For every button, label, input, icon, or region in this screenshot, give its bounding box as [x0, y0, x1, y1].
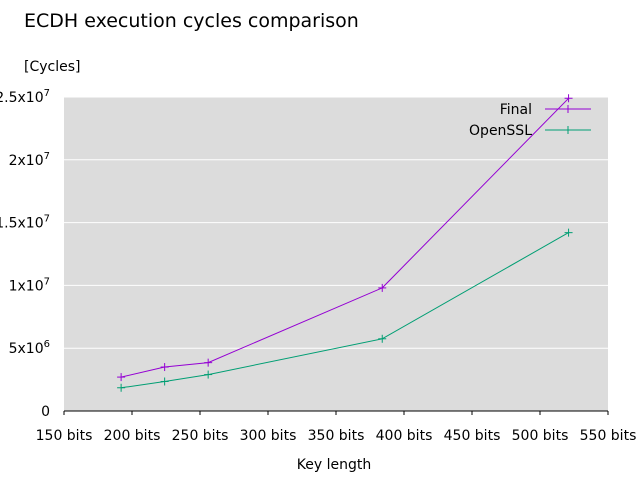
x-axis-label: Key length	[297, 457, 371, 473]
y-tick-label: 0	[41, 404, 50, 420]
x-tick-label: 500 bits	[512, 428, 569, 444]
x-tick-label: 200 bits	[104, 428, 161, 444]
grid-lines	[64, 96, 608, 349]
x-tick-label: 550 bits	[580, 428, 637, 444]
y-axis-label: [Cycles]	[24, 59, 80, 75]
y-tick-label: 1.5x107	[0, 214, 50, 232]
y-tick-label: 2x107	[9, 151, 50, 169]
y-tick-label: 5x106	[9, 339, 50, 357]
x-axis: 150 bits 200 bits 250 bits 300 bits 350 bits…	[36, 410, 637, 444]
x-tick-label: 350 bits	[308, 428, 365, 444]
legend: Final OpenSSL	[469, 102, 591, 139]
x-tick-label: 300 bits	[240, 428, 297, 444]
y-tick-label: 1x107	[9, 276, 50, 294]
legend-entry-openssl: OpenSSL	[469, 123, 591, 139]
y-tick-label: 2.5x107	[0, 88, 50, 106]
x-tick-label: 150 bits	[36, 428, 93, 444]
legend-label: Final	[500, 102, 532, 118]
y-axis: 0 5x106 1x107 1.5x107 2x107 2.5x107	[0, 88, 50, 420]
chart-title: ECDH execution cycles comparison	[24, 10, 359, 32]
plot-area	[64, 97, 608, 411]
legend-entry-final: Final	[500, 102, 591, 118]
legend-label: OpenSSL	[469, 123, 532, 139]
series-layer	[117, 94, 573, 392]
series-final	[117, 94, 573, 382]
x-tick-label: 450 bits	[444, 428, 501, 444]
x-tick-label: 400 bits	[376, 428, 433, 444]
series-openssl	[117, 228, 573, 392]
x-tick-label: 250 bits	[172, 428, 229, 444]
